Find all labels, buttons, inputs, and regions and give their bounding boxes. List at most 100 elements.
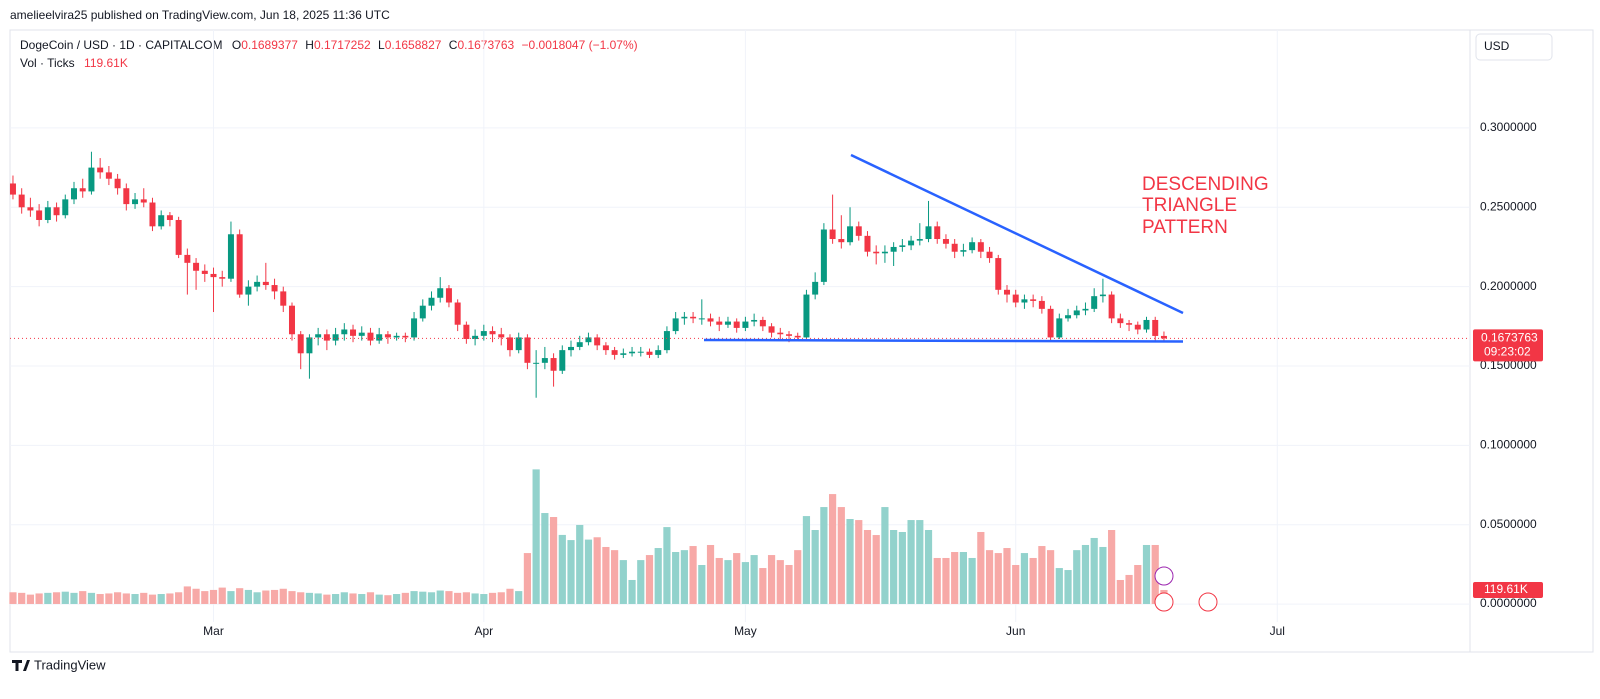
volume-bar <box>44 592 52 604</box>
volume-bar <box>105 593 113 604</box>
candle-body <box>105 172 112 179</box>
volume-bar <box>436 590 444 604</box>
volume-bar <box>663 527 671 604</box>
candle-body <box>1126 323 1133 325</box>
volume-bar <box>881 507 889 604</box>
candle-body <box>350 329 357 336</box>
volume-bar <box>846 519 854 604</box>
volume-bar <box>35 593 43 604</box>
candle-body <box>794 335 801 338</box>
volume-bar <box>279 588 287 604</box>
volume-bar <box>305 592 314 604</box>
candle-body <box>873 251 880 254</box>
volume-bar <box>410 591 418 604</box>
candle-body <box>1012 294 1019 303</box>
candle-body <box>960 250 967 252</box>
candle-body <box>367 332 374 341</box>
volume-value: 119.61K <box>84 56 128 70</box>
candle-body <box>1082 308 1089 311</box>
volume-bar <box>297 592 305 604</box>
candle-body <box>803 294 810 338</box>
y-tick-label: 0.2500000 <box>1480 199 1537 213</box>
candle-body <box>506 337 513 351</box>
candle-body <box>1117 318 1124 324</box>
volume-bar <box>741 562 750 604</box>
volume-bar <box>968 557 976 604</box>
volume-bar <box>733 553 741 604</box>
volume-bar <box>959 552 967 604</box>
volume-bar <box>506 588 514 604</box>
y-tick-label: 0.2000000 <box>1480 279 1537 293</box>
candle-body <box>716 321 723 325</box>
last-price-box <box>1473 329 1543 362</box>
event-icon[interactable] <box>1154 566 1174 586</box>
candle-body <box>951 243 958 252</box>
volume-bar <box>471 593 479 604</box>
symbol-title: DogeCoin / USD · 1D · CAPITALCOM <box>20 38 223 52</box>
candle-body <box>62 199 69 216</box>
volume-bar <box>61 591 69 604</box>
candle-body <box>262 281 269 286</box>
x-tick-label: Jun <box>1006 624 1025 638</box>
brand-logo <box>12 660 30 671</box>
candle-body <box>611 350 618 355</box>
candle-body <box>36 210 43 220</box>
volume-bar <box>157 594 165 604</box>
volume-bar <box>209 589 218 604</box>
candle-body <box>1099 294 1106 297</box>
candle-body <box>829 229 836 240</box>
candle-body <box>219 277 226 279</box>
candle-body <box>568 346 575 351</box>
candle-body <box>777 332 784 335</box>
candle-body <box>698 318 705 320</box>
candle-body <box>524 337 531 363</box>
volume-bar <box>340 592 348 604</box>
volume-bar <box>79 591 87 604</box>
change: −0.0018047 (−1.07%) <box>522 38 638 52</box>
volume-bar <box>1142 544 1151 604</box>
candle-body <box>864 235 871 252</box>
event-icon[interactable] <box>1198 592 1218 612</box>
volume-bar <box>401 592 409 604</box>
candle-body <box>44 207 51 220</box>
volume-bar <box>253 592 261 604</box>
candle-body <box>297 334 304 354</box>
candle-body <box>1003 289 1010 295</box>
candle-body <box>925 226 932 240</box>
x-tick-label: Mar <box>203 624 224 638</box>
volume-bar <box>1081 544 1090 604</box>
volume-bar <box>1038 546 1046 604</box>
candle-body <box>480 331 487 336</box>
volume-bar <box>933 557 941 604</box>
candle-body <box>393 335 400 338</box>
volume-bar <box>811 530 819 604</box>
candle-body <box>376 334 383 341</box>
candle-body <box>672 318 679 332</box>
volume-bar <box>855 520 863 604</box>
volume-bar <box>523 553 532 604</box>
event-icon[interactable] <box>1154 592 1174 612</box>
candle-body <box>411 318 418 338</box>
candle-body <box>9 183 16 195</box>
volume-bar <box>584 539 593 604</box>
header: amelieelvira25 published on TradingView.… <box>10 8 390 22</box>
volume-bar <box>1134 565 1142 604</box>
volume-bar <box>794 550 802 604</box>
candle-body <box>71 188 78 200</box>
volume-bar <box>628 579 636 604</box>
volume-bar <box>567 540 575 604</box>
volume-bar <box>70 592 78 604</box>
candle-body <box>908 240 915 246</box>
volume-bar <box>698 565 706 604</box>
volume-bar <box>532 469 540 604</box>
volume-bar <box>18 592 26 604</box>
candle-body <box>977 242 984 252</box>
volume-bar <box>1055 568 1063 604</box>
volume-bar <box>994 553 1002 604</box>
candle-body <box>384 334 391 338</box>
currency-box[interactable] <box>1475 33 1553 61</box>
candle-body <box>681 316 688 319</box>
candle-body <box>149 202 156 227</box>
candle-body <box>175 219 182 255</box>
volume-bar <box>314 593 322 604</box>
